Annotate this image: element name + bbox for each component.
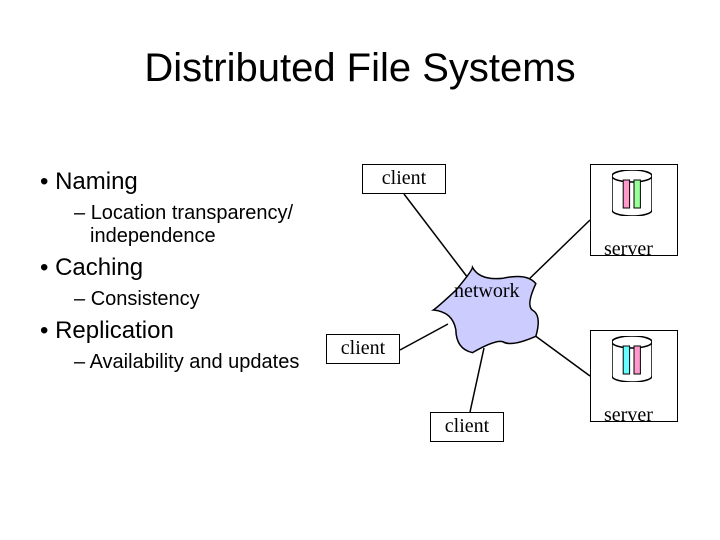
client-label: client — [382, 167, 426, 189]
bullet-availability: Availability and updates — [74, 351, 340, 374]
slide: Distributed File Systems Naming Location… — [0, 0, 720, 540]
database-icon — [612, 336, 652, 382]
database-icon — [612, 170, 652, 216]
server-label-top: server — [604, 238, 653, 261]
client-node-bottom: client — [430, 412, 504, 442]
network-label: network — [454, 280, 520, 303]
bullet-naming: Naming — [40, 168, 340, 196]
slide-title: Distributed File Systems — [0, 46, 720, 91]
client-node-top: client — [362, 164, 446, 194]
bullet-caching: Caching — [40, 254, 340, 282]
client-label: client — [341, 337, 385, 359]
diagram: network client client client server serv… — [320, 160, 700, 480]
server-label-bottom: server — [604, 404, 653, 427]
bullet-list: Naming Location transparency/ independen… — [40, 168, 340, 380]
client-node-left: client — [326, 334, 400, 364]
bullet-consistency: Consistency — [74, 288, 340, 311]
bullet-replication: Replication — [40, 317, 340, 345]
bullet-location: Location transparency/ independence — [74, 202, 340, 248]
client-label: client — [445, 415, 489, 437]
